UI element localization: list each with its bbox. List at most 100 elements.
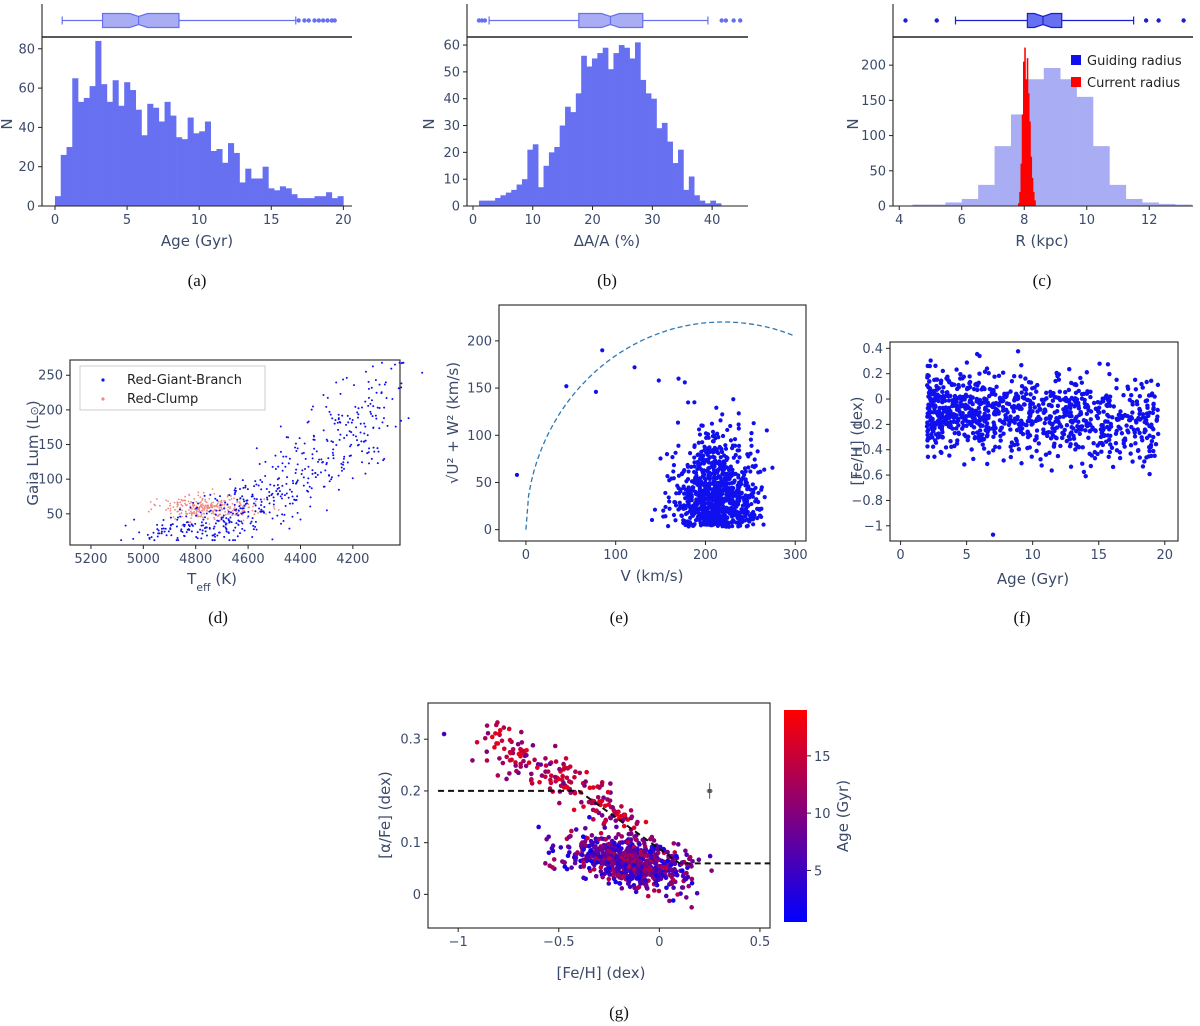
- star-point: [642, 841, 647, 846]
- star-point: [684, 895, 689, 900]
- red-giant-branch-point: [252, 528, 255, 531]
- star-point: [928, 390, 933, 395]
- star-point: [543, 861, 548, 866]
- red-giant-branch-point: [397, 387, 400, 390]
- star-point: [976, 405, 982, 411]
- red-giant-branch-point: [214, 497, 217, 500]
- star-point: [699, 503, 704, 508]
- star-point: [932, 398, 937, 403]
- red-giant-branch-point: [124, 524, 127, 527]
- star-point: [744, 480, 749, 485]
- red-giant-branch-point: [310, 487, 313, 490]
- red-giant-branch-point: [288, 527, 291, 530]
- red-giant-branch-point: [279, 495, 282, 498]
- star-point: [697, 507, 702, 512]
- star-point: [1132, 434, 1138, 439]
- star-point: [632, 847, 638, 853]
- star-point: [621, 851, 626, 856]
- star-point: [671, 841, 677, 846]
- y-tick-label: 100: [38, 473, 63, 488]
- red-giant-branch-point: [316, 473, 319, 476]
- boxplot-outlier: [731, 18, 736, 23]
- red-giant-branch-point: [253, 485, 256, 488]
- star-point: [963, 414, 968, 420]
- star-point: [474, 739, 480, 745]
- star-point: [965, 437, 970, 443]
- red-clump-point: [196, 510, 198, 513]
- star-point: [599, 782, 605, 788]
- red-giant-branch-point: [311, 472, 314, 475]
- star-point: [664, 452, 670, 457]
- star-point: [628, 837, 634, 842]
- star-point: [758, 469, 763, 474]
- red-giant-branch-point: [340, 466, 343, 469]
- colorbar: [784, 710, 807, 922]
- star-point: [736, 488, 741, 494]
- red-giant-branch-point: [180, 528, 183, 531]
- red-giant-branch-point: [333, 422, 336, 425]
- y-tick-label: 10: [443, 173, 460, 188]
- star-point: [1087, 451, 1092, 456]
- star-point: [748, 517, 753, 522]
- star-point: [1111, 404, 1116, 409]
- star-point: [1097, 440, 1103, 446]
- star-point: [568, 833, 573, 839]
- red-giant-branch-point: [337, 488, 340, 491]
- y-tick-label: 50: [475, 476, 492, 491]
- star-point: [1029, 454, 1034, 459]
- star-point: [1000, 405, 1006, 410]
- red-clump-point: [257, 512, 260, 514]
- star-point: [943, 445, 949, 450]
- star-point: [546, 850, 552, 856]
- red-clump-point: [217, 500, 220, 503]
- star-point: [585, 854, 590, 860]
- star-point: [720, 491, 725, 497]
- red-giant-branch-point: [233, 493, 236, 496]
- red-giant-branch-point: [218, 531, 221, 534]
- star-point: [597, 854, 603, 859]
- star-point: [645, 893, 651, 899]
- red-giant-branch-point: [258, 507, 261, 510]
- star-point: [615, 860, 621, 865]
- star-point: [1035, 409, 1040, 414]
- star-point: [652, 507, 658, 512]
- histogram-bar: [608, 69, 614, 206]
- red-giant-branch-point: [280, 497, 283, 500]
- histogram-bar: [511, 189, 517, 206]
- x-tick-label: 300: [783, 548, 808, 563]
- x-tick-label: 0.5: [750, 935, 771, 950]
- star-point: [730, 524, 735, 529]
- star-point: [718, 455, 723, 460]
- red-giant-branch-point: [260, 488, 263, 491]
- red-giant-branch-point: [307, 477, 310, 480]
- star-point: [951, 419, 956, 425]
- histogram-bar: [597, 53, 604, 206]
- star-point: [1014, 396, 1020, 402]
- star-point: [727, 500, 733, 506]
- star-point: [497, 728, 503, 733]
- red-giant-branch-point: [247, 515, 250, 518]
- star-point: [723, 471, 728, 477]
- star-point: [985, 432, 990, 438]
- colorbar-tick-label: 10: [814, 807, 831, 822]
- star-point: [671, 885, 676, 891]
- red-giant-branch-point: [284, 504, 287, 507]
- red-giant-branch-point: [211, 539, 214, 542]
- star-point: [689, 876, 695, 882]
- histogram-bar: [661, 122, 668, 206]
- star-point: [706, 520, 711, 525]
- red-giant-branch-point: [216, 519, 219, 522]
- star-point: [985, 403, 991, 408]
- red-giant-branch-point: [291, 515, 294, 518]
- star-point: [724, 492, 729, 497]
- star-point: [991, 434, 996, 440]
- star-point: [1134, 420, 1139, 425]
- y-axis-label: [Fe/H] (dex): [848, 397, 866, 486]
- star-point: [539, 773, 545, 778]
- star-point: [941, 385, 946, 390]
- star-point: [583, 826, 588, 831]
- red-giant-branch-point: [276, 514, 279, 517]
- star-point: [581, 860, 586, 865]
- boxplot-outlier: [320, 18, 326, 23]
- star-point: [998, 428, 1003, 433]
